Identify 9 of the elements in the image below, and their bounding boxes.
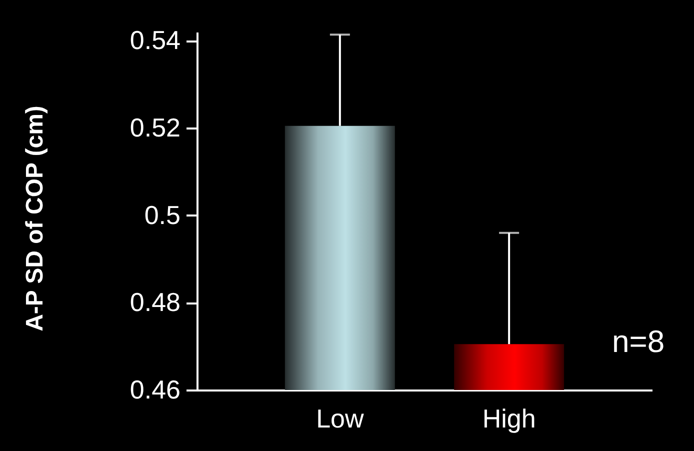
x-tick-label: High (482, 404, 536, 434)
y-tick-label: 0.52 (130, 112, 180, 143)
x-tick-label: Low (316, 404, 364, 434)
y-tick-label: 0.5 (144, 200, 180, 230)
y-axis-title: A-P SD of COP (cm) (22, 106, 48, 332)
y-tick-label: 0.46 (130, 374, 180, 404)
annotation: n=8 (612, 324, 665, 359)
y-tick-label: 0.54 (130, 25, 180, 56)
y-tick-label: 0.48 (130, 287, 180, 318)
